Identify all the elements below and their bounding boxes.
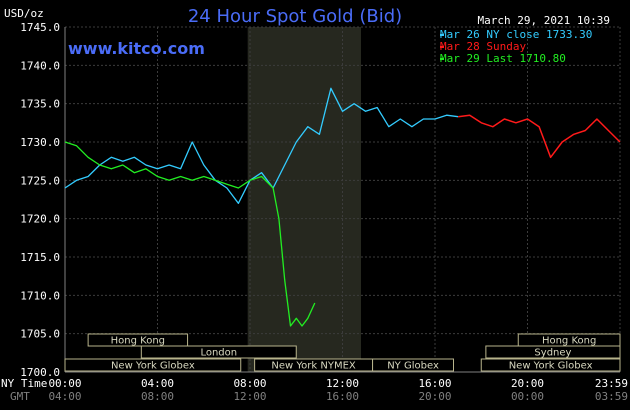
legend-item-mar28: Mar 28 Sunday: [440, 40, 526, 53]
session-bar: [64, 358, 242, 372]
site-link[interactable]: www.kitco.com: [68, 39, 205, 58]
x-tick-label-ny: 20:00: [511, 377, 544, 390]
legend-swatch-mar26: [440, 34, 444, 36]
shaded-region: [247, 27, 361, 372]
legend: Mar 26 NY close 1733.30 Mar 28 Sunday Ma…: [440, 28, 592, 65]
london-shade: [247, 27, 361, 372]
x-axis-ticks: 00:0004:0004:0008:0008:0012:0012:0016:00…: [48, 377, 628, 403]
y-tick-label: 1710.0: [20, 289, 60, 302]
x-tick-label-gmt: 04:00: [48, 390, 81, 403]
x-tick-label-gmt: 03:59: [595, 390, 628, 403]
legend-swatch-mar28: [440, 46, 444, 48]
series-line-0: [64, 87, 459, 204]
series-line-1: [458, 114, 621, 159]
x-tick-label-ny: 16:00: [418, 377, 451, 390]
session-bar: [485, 345, 621, 359]
series-lines: [64, 87, 621, 327]
ny-time-label: NY Time: [1, 377, 47, 390]
series-line-2: [64, 141, 316, 327]
y-tick-label: 1740.0: [20, 59, 60, 72]
x-tick-label-gmt: 20:00: [418, 390, 451, 403]
y-tick-label: 1735.0: [20, 98, 60, 111]
session-label: NY Globex: [387, 361, 439, 372]
x-tick-label-ny: 00:00: [48, 377, 81, 390]
session-label: New York Globex: [111, 361, 195, 372]
y-tick-label: 1700.0: [20, 366, 60, 379]
session-label: New York NYMEX: [271, 361, 356, 372]
x-tick-label-ny: 23:59: [595, 377, 628, 390]
legend-item-mar29: Mar 29 Last 1710.80: [440, 52, 566, 65]
x-tick-label-ny: 12:00: [326, 377, 359, 390]
x-tick-label-ny: 08:00: [233, 377, 266, 390]
x-tick-label-gmt: 08:00: [141, 390, 174, 403]
y-tick-label: 1705.0: [20, 328, 60, 341]
legend-swatch-mar29: [440, 58, 444, 60]
x-tick-label-gmt: 16:00: [326, 390, 359, 403]
y-tick-label: 1720.0: [20, 213, 60, 226]
session-label: Hong Kong: [542, 336, 596, 347]
session-label: London: [200, 348, 237, 359]
timestamp: March 29, 2021 10:39: [478, 14, 610, 27]
y-tick-label: 1745.0: [20, 21, 60, 34]
y-tick-label: 1725.0: [20, 174, 60, 187]
unit-label: USD/oz: [4, 7, 44, 20]
x-tick-label-gmt: 12:00: [233, 390, 266, 403]
gmt-label: GMT: [10, 390, 30, 403]
chart-title: 24 Hour Spot Gold (Bid): [188, 6, 402, 27]
y-tick-label: 1730.0: [20, 136, 60, 149]
session-bar: [480, 358, 621, 372]
session-bar: [140, 345, 297, 359]
session-bars: Hong Kong London New York Globex New York N…: [64, 333, 621, 372]
session-label: Sydney: [534, 348, 571, 359]
session-label: New York Globex: [509, 361, 593, 372]
legend-item-mar26: Mar 26 NY close 1733.30: [440, 28, 592, 41]
session-bar: [87, 333, 189, 347]
session-label: Hong Kong: [111, 336, 165, 347]
y-tick-label: 1715.0: [20, 251, 60, 264]
x-tick-label-gmt: 00:00: [511, 390, 544, 403]
session-bar: [372, 358, 454, 372]
y-axis-ticks: 1745.0 1740.0 1735.0 1730.0 1725.0 1720.0 1715…: [20, 21, 60, 379]
x-tick-label-ny: 04:00: [141, 377, 174, 390]
